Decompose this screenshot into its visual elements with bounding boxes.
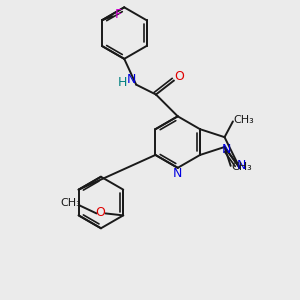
Text: F: F [115, 8, 122, 21]
Text: O: O [95, 206, 105, 219]
Text: CH₃: CH₃ [231, 162, 252, 172]
Text: N: N [173, 167, 182, 180]
Text: CH₃: CH₃ [60, 199, 81, 208]
Text: H: H [118, 76, 127, 89]
Text: N: N [222, 143, 231, 157]
Text: CH₃: CH₃ [233, 116, 254, 125]
Text: N: N [127, 73, 136, 86]
Text: N: N [237, 159, 246, 172]
Text: O: O [174, 70, 184, 83]
